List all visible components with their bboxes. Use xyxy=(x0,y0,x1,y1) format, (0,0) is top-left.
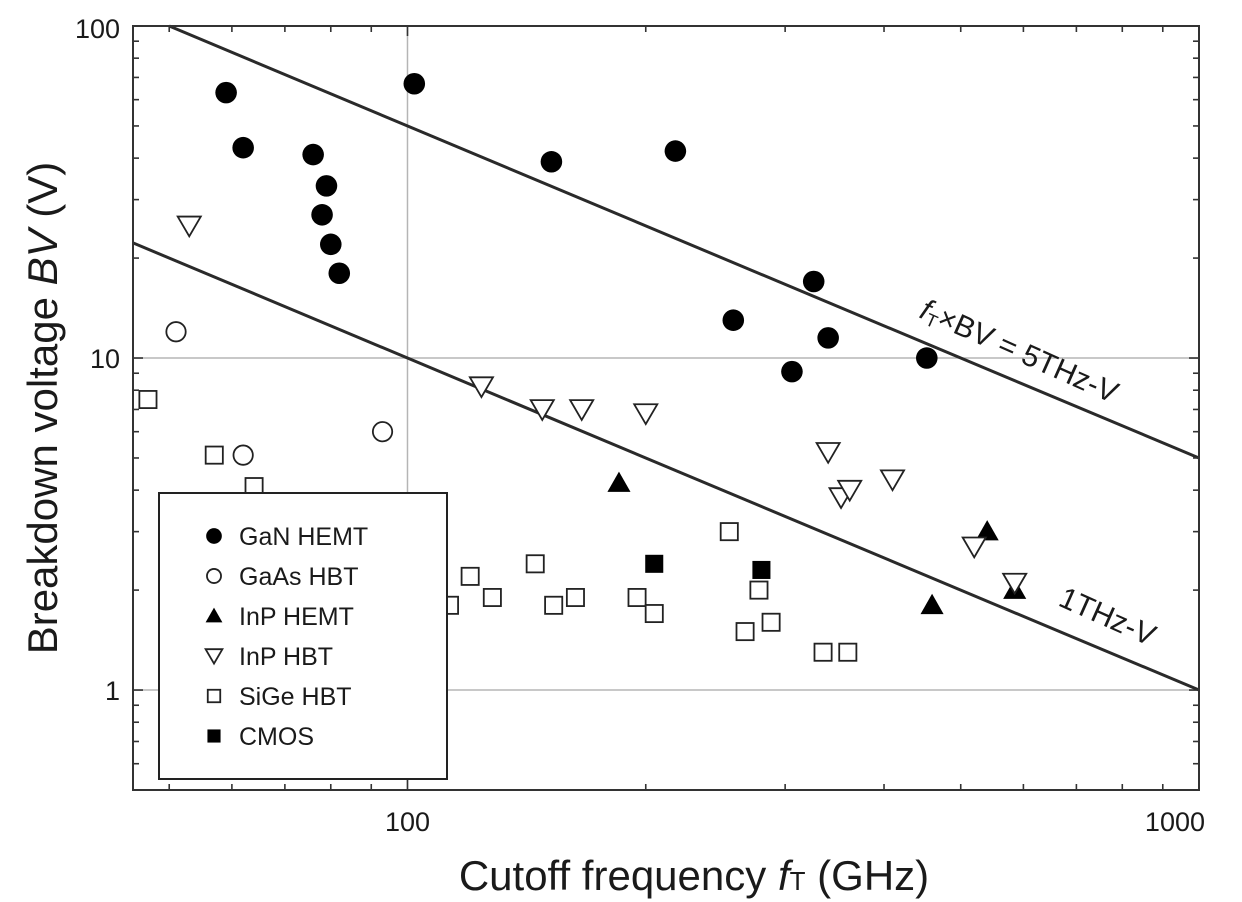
legend-label-sige-hbt: SiGe HBT xyxy=(239,683,352,711)
point-gan-hemt xyxy=(664,140,687,162)
point-inp-hbt xyxy=(632,403,659,426)
x-tick-label: 100 xyxy=(385,807,430,837)
point-gan-hemt xyxy=(781,360,803,383)
ref-line-label-1thz: 1THz-V xyxy=(1054,581,1160,653)
point-sige-hbt xyxy=(644,604,664,624)
point-inp-hbt xyxy=(836,479,863,503)
legend-marker-sige-hbt xyxy=(206,688,222,704)
point-gaas-hbt xyxy=(165,321,187,343)
point-inp-hemt xyxy=(975,520,999,541)
legend-marker-inp-hemt xyxy=(205,607,223,623)
plot-frame xyxy=(132,25,1200,791)
x-title-pre: Cutoff frequency xyxy=(459,852,778,899)
point-inp-hbt xyxy=(529,399,556,422)
point-sige-hbt xyxy=(544,595,564,615)
point-sige-hbt xyxy=(460,566,480,586)
point-gan-hemt xyxy=(215,81,237,104)
point-inp-hemt xyxy=(920,593,944,615)
point-gan-hemt xyxy=(302,143,324,166)
point-gan-hemt xyxy=(802,270,825,293)
reference-lines xyxy=(132,24,1200,692)
point-inp-hemt xyxy=(607,471,631,492)
legend-marker-gaas-hbt xyxy=(206,568,222,584)
point-sige-hbt xyxy=(749,580,769,600)
x-axis-title: Cutoff frequency fT (GHz) xyxy=(459,852,929,899)
point-sige-hbt xyxy=(138,390,158,409)
legend-label-gaas-hbt: GaAs HBT xyxy=(239,563,358,591)
point-sige-hbt xyxy=(735,622,755,642)
point-sige-hbt xyxy=(813,642,833,662)
point-inp-hbt xyxy=(1001,572,1028,596)
x-title-sub: T xyxy=(790,866,806,896)
point-sige-hbt xyxy=(627,588,647,607)
point-inp-hbt xyxy=(879,469,906,492)
x-tick-label: 1000 xyxy=(1145,807,1205,837)
point-cmos xyxy=(752,560,771,579)
legend-label-cmos: CMOS xyxy=(239,723,314,751)
point-gan-hemt xyxy=(311,204,333,226)
point-sige-hbt xyxy=(838,642,858,662)
point-inp-hbt xyxy=(176,215,203,239)
y-title-italic: BV xyxy=(19,225,66,285)
point-gan-hemt xyxy=(328,262,351,285)
point-sige-hbt xyxy=(761,612,781,632)
x-title-post: (GHz) xyxy=(806,852,930,899)
point-gan-hemt xyxy=(320,233,342,256)
point-gaas-hbt xyxy=(232,444,254,466)
legend-box xyxy=(158,492,448,780)
point-gan-hemt xyxy=(403,72,426,95)
y-title-post: (V) xyxy=(19,162,66,230)
y-tick-label: 1 xyxy=(105,676,120,706)
tick-labels: 100 1000 1 10 100 xyxy=(75,14,1205,837)
axis-ticks xyxy=(133,25,1200,791)
point-gaas-hbt xyxy=(371,421,394,443)
legend: GaN HEMT GaAs HBT InP HEMT InP HBT SiGe HBT C… xyxy=(158,492,448,780)
point-gan-hemt xyxy=(722,309,745,331)
y-tick-label: 10 xyxy=(90,344,120,374)
reference-line-1thz xyxy=(132,241,1200,692)
y-tick-label: 100 xyxy=(75,14,120,44)
y-axis-title: Breakdown voltage BV (V) xyxy=(19,162,66,655)
point-sige-hbt xyxy=(525,554,545,574)
point-inp-hbt xyxy=(468,376,495,399)
legend-marker-inp-hbt xyxy=(204,648,224,666)
point-gan-hemt xyxy=(916,347,938,369)
ref-label-5thz-text: ×BV = 5THz-V xyxy=(933,301,1123,410)
point-inp-hbt xyxy=(568,399,595,422)
point-sige-hbt xyxy=(482,588,502,607)
point-cmos xyxy=(645,554,664,573)
point-inp-hbt xyxy=(961,536,988,560)
legend-label-inp-hemt: InP HEMT xyxy=(239,603,354,631)
point-gan-hemt xyxy=(817,327,839,349)
point-sige-hbt xyxy=(719,522,739,542)
reference-line-5thz xyxy=(168,24,1200,460)
legend-marker-cmos xyxy=(207,729,221,743)
legend-label-inp-hbt: InP HBT xyxy=(239,643,333,671)
legend-marker-gan-hemt xyxy=(206,528,222,544)
point-inp-hbt xyxy=(815,442,842,465)
point-gan-hemt xyxy=(540,150,563,173)
y-title-pre: Breakdown voltage xyxy=(19,285,66,654)
point-sige-hbt xyxy=(204,445,224,465)
legend-label-gan-hemt: GaN HEMT xyxy=(239,523,368,551)
point-gan-hemt xyxy=(232,136,254,159)
point-sige-hbt xyxy=(565,588,585,607)
point-gan-hemt xyxy=(315,175,338,197)
